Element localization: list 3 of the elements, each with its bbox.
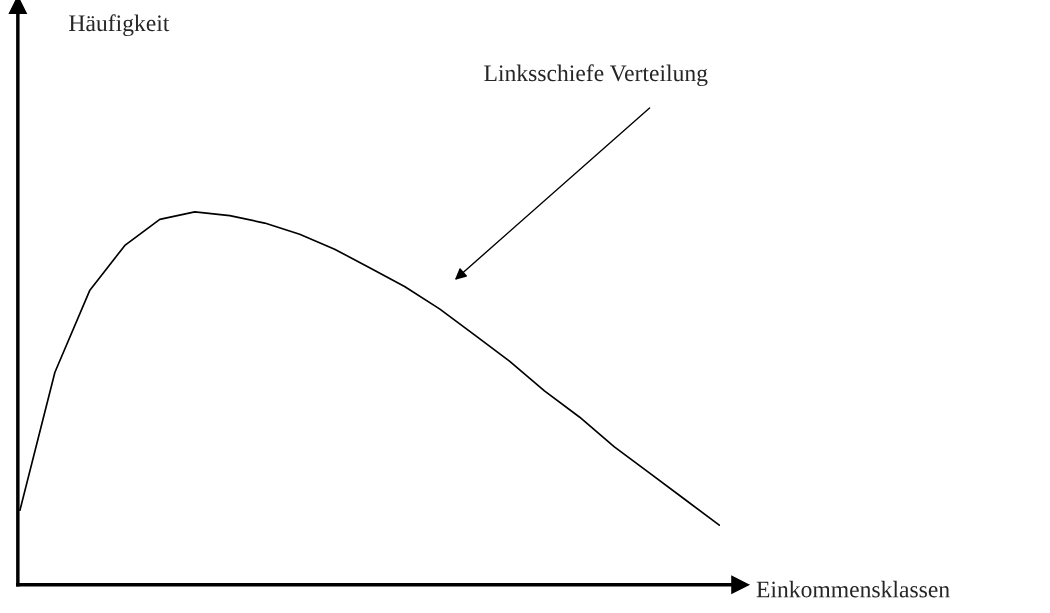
text: Linksschiefe Verteilung [484, 64, 708, 87]
x-axis-title: Einkommensklassen [756, 580, 950, 598]
text: Häufigkeit [69, 14, 170, 37]
